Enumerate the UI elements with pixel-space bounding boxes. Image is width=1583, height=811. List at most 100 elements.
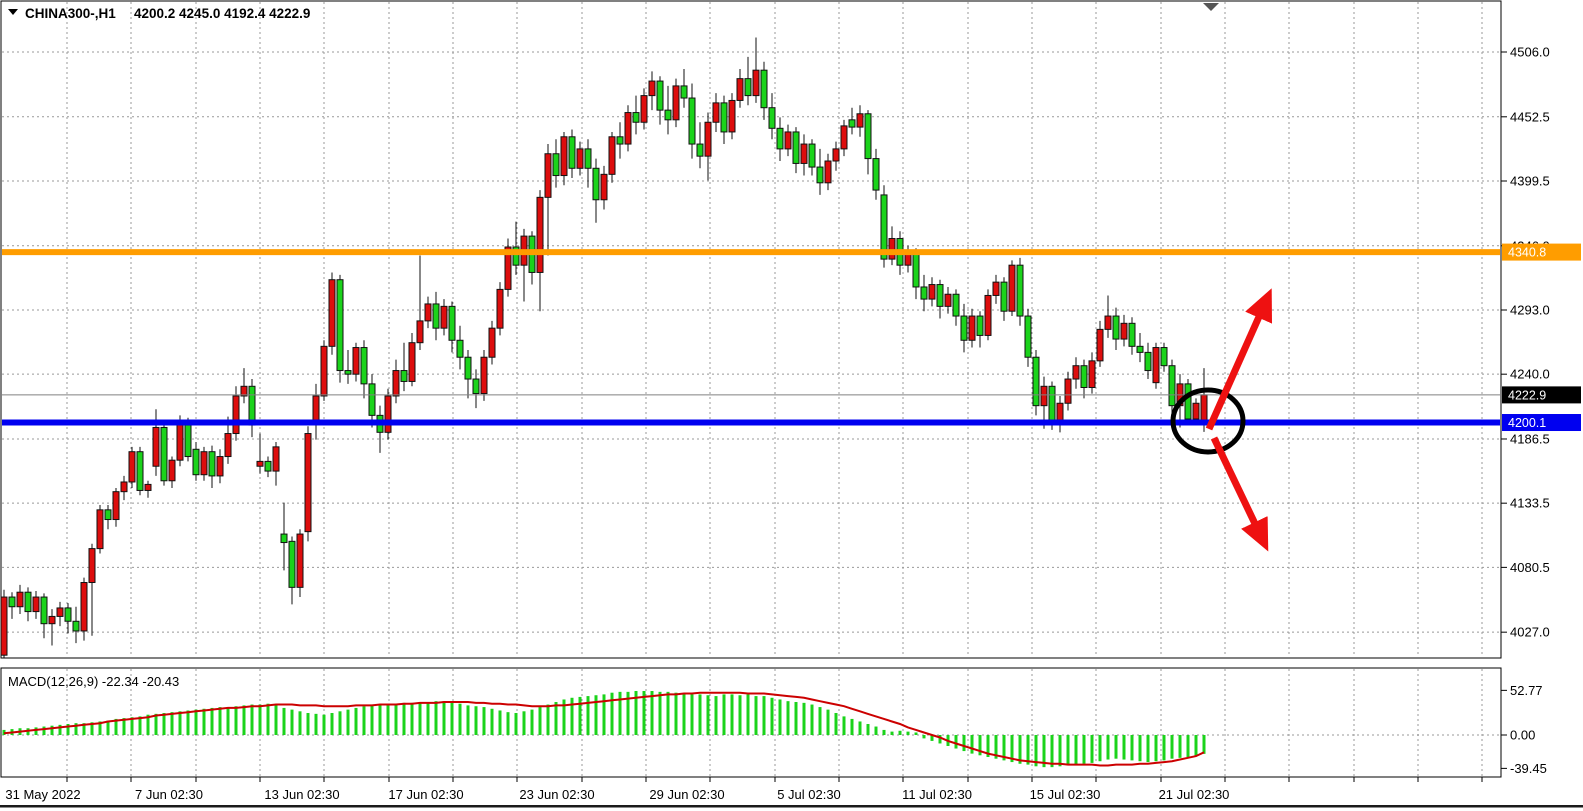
candle-bear	[1112, 315, 1120, 340]
macd-histogram-bar	[1122, 735, 1126, 760]
macd-histogram-bar	[578, 696, 582, 735]
candle-bear	[512, 246, 520, 266]
candle-bull	[1040, 385, 1048, 407]
macd-histogram-bar	[994, 735, 998, 759]
candle-bear	[912, 252, 920, 288]
macd-histogram-bar	[218, 707, 222, 735]
macd-histogram-bar	[474, 706, 478, 735]
candle-bear	[776, 127, 784, 150]
time-axis-label: 11 Jul 02:30	[902, 787, 972, 802]
candle-bear	[360, 347, 368, 385]
macd-histogram-bar	[530, 709, 534, 735]
macd-histogram-bar	[1042, 735, 1046, 768]
candle-bull	[672, 85, 680, 121]
highlight-circle-annotation[interactable]	[1170, 387, 1246, 455]
symbol-dropdown-icon[interactable]	[8, 9, 18, 15]
macd-histogram-bar	[298, 711, 302, 735]
candle-bear	[680, 85, 688, 99]
candles-layer	[0, 37, 1208, 658]
macd-histogram-bar	[1074, 735, 1078, 766]
candle-bear	[872, 158, 880, 191]
candle-bull	[752, 69, 760, 97]
macd-histogram-bar	[786, 701, 790, 735]
macd-histogram-bar	[1050, 735, 1054, 768]
header-ohlc: 4200.2 4245.0 4192.4 4222.9	[134, 6, 310, 21]
candle-bear	[136, 451, 144, 491]
candle-bull	[992, 281, 1000, 296]
macd-histogram-bar	[914, 732, 918, 735]
up-arrow-annotation[interactable]	[1205, 288, 1273, 431]
candle-bear	[744, 78, 752, 97]
candle-bull	[1192, 402, 1200, 420]
macd-histogram-bar	[402, 702, 406, 735]
candle-bull	[928, 284, 936, 300]
candle-bear	[184, 424, 192, 458]
candle-bull	[1072, 365, 1080, 380]
candle-bear	[248, 385, 256, 426]
time-axis-label: 17 Jun 02:30	[388, 787, 463, 802]
macd-histogram-bar	[570, 697, 574, 735]
macd-histogram-bar	[754, 696, 758, 735]
macd-histogram-bar	[394, 703, 398, 735]
candle-bull	[496, 288, 504, 329]
candle-bull	[440, 305, 448, 329]
macd-histogram-bar	[986, 735, 990, 757]
macd-histogram-bar	[538, 707, 542, 735]
time-axis-label: 15 Jul 02:30	[1030, 787, 1101, 802]
macd-histogram-bar	[634, 691, 638, 735]
price-tick-label: 4186.5	[1510, 431, 1550, 446]
candle-bear	[1160, 347, 1168, 367]
candle-bull	[480, 356, 488, 395]
macd-histogram-bar	[1162, 735, 1166, 761]
candle-bull	[240, 385, 248, 397]
main-chart-pane[interactable]	[0, 0, 1502, 659]
candle-bull	[256, 460, 264, 467]
macd-histogram-bar	[522, 711, 526, 735]
down-arrow-annotation[interactable]	[1210, 436, 1269, 552]
macd-histogram-bar	[602, 694, 606, 735]
candle-bull	[840, 125, 848, 150]
candle-bull	[416, 320, 424, 344]
candle-bull	[1200, 394, 1208, 423]
candle-bear	[448, 305, 456, 341]
macd-histogram-bar	[698, 694, 702, 735]
macd-histogram-bar	[386, 703, 390, 735]
candle-bear	[464, 356, 472, 380]
price-tick-label: 4080.5	[1510, 560, 1550, 575]
candle-bull	[800, 143, 808, 164]
chart-shift-marker-icon[interactable]	[1203, 3, 1219, 11]
macd-histogram-bar	[306, 713, 310, 735]
macd-histogram-bar	[1106, 735, 1110, 760]
macd-histogram-bar	[482, 707, 486, 735]
candle-bull	[320, 345, 328, 397]
macd-histogram-bar	[378, 704, 382, 735]
macd-tick-label: 52.77	[1510, 683, 1543, 698]
macd-histogram-bar	[202, 708, 206, 735]
macd-tick-label: -39.45	[1510, 761, 1547, 776]
macd-histogram-bar	[106, 720, 110, 735]
macd-histogram-bar	[466, 705, 470, 735]
candle-bull	[624, 112, 632, 145]
time-axis-label: 7 Jun 02:30	[135, 787, 203, 802]
candle-bear	[696, 143, 704, 157]
candle-bear	[760, 69, 768, 109]
macd-indicator-pane[interactable]	[0, 667, 1502, 778]
macd-histogram-bar	[1026, 735, 1030, 765]
candle-bull	[224, 433, 232, 458]
macd-histogram-bar	[370, 705, 374, 735]
macd-histogram-bar	[450, 702, 454, 735]
candle-bull	[608, 136, 616, 175]
candle-bull	[1096, 328, 1104, 362]
macd-label: MACD(12,26,9) -22.34 -20.43	[8, 674, 179, 689]
macd-histogram-bar	[882, 729, 886, 735]
candle-bear	[432, 303, 440, 329]
macd-signal-line	[3, 691, 1205, 767]
macd-histogram-bar	[90, 722, 94, 735]
candle-bull	[408, 342, 416, 382]
candle-bear	[192, 448, 200, 476]
macd-histogram-bar	[514, 713, 518, 735]
macd-histogram-bar	[130, 717, 134, 735]
price-tick-label: 4293.0	[1510, 302, 1550, 317]
macd-histogram-bar	[858, 721, 862, 735]
macd-histogram-bar	[346, 709, 350, 735]
